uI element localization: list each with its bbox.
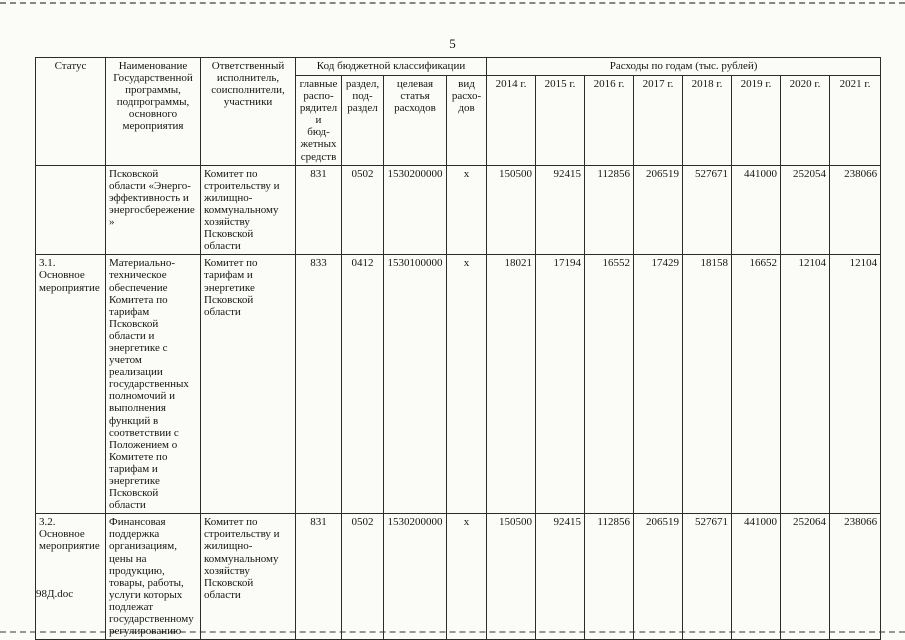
year-value-cell: 12104 <box>829 254 882 515</box>
section-cell: 0502 <box>341 164 384 256</box>
expense-type-cell: х <box>445 254 488 515</box>
status-cell: 3.2. Основное мероприятие <box>35 513 106 640</box>
year-value-cell: 150500 <box>486 164 537 256</box>
year-value-cell: 238066 <box>829 164 882 256</box>
year-value-cell: 92415 <box>535 513 586 640</box>
footer-filename: 98Д.doc <box>36 588 74 600</box>
status-cell: 3.1. Основное мероприятие <box>35 254 106 515</box>
header-expense-type: вид расхо- дов <box>445 75 488 166</box>
header-budget-code-group: Код бюджетной классификации <box>294 57 488 76</box>
year-value-cell: 252054 <box>780 164 831 256</box>
executor-cell: Комитет по строительству и жилищно-комму… <box>200 513 296 640</box>
header-section: раздел, под- раздел <box>341 75 384 166</box>
year-value-cell: 18158 <box>682 254 733 515</box>
year-value-cell: 150500 <box>486 513 537 640</box>
year-value-cell: 252064 <box>780 513 831 640</box>
header-year-2014: 2014 г. <box>486 75 537 166</box>
header-target-article: целевая статья расходов <box>383 75 447 166</box>
grbs-cell: 831 <box>295 164 342 256</box>
year-value-cell: 527671 <box>682 513 733 640</box>
grbs-cell: 831 <box>295 513 342 640</box>
year-value-cell: 16552 <box>584 254 635 515</box>
expense-type-cell: х <box>445 513 488 640</box>
header-year-2021: 2021 г. <box>829 75 882 166</box>
header-program-name: Наименование Государственной программы, … <box>105 57 201 166</box>
year-value-cell: 12104 <box>780 254 831 515</box>
section-cell: 0502 <box>341 513 384 640</box>
budget-table: Статус Наименование Государственной прог… <box>35 57 882 640</box>
header-expenses-group: Расходы по годам (тыс. рублей) <box>486 57 882 76</box>
program-name-cell: Материально-техническое обеспечение Коми… <box>105 254 201 515</box>
header-year-2017: 2017 г. <box>633 75 684 166</box>
page-number: 5 <box>449 36 456 51</box>
program-name-cell: Финансовая поддержка организациям, цены … <box>105 513 201 640</box>
table-row: 3.2. Основное мероприятие Финансовая под… <box>35 513 882 640</box>
year-value-cell: 17194 <box>535 254 586 515</box>
target-article-cell: 1530100000 <box>383 254 447 515</box>
year-value-cell: 112856 <box>584 164 635 256</box>
year-value-cell: 206519 <box>633 164 684 256</box>
year-value-cell: 441000 <box>731 513 782 640</box>
year-value-cell: 112856 <box>584 513 635 640</box>
header-row-2: главные распо- рядители бюд- жетных сред… <box>36 75 882 166</box>
target-article-cell: 1530200000 <box>383 164 447 256</box>
year-value-cell: 441000 <box>731 164 782 256</box>
section-cell: 0412 <box>341 254 384 515</box>
executor-cell: Комитет по тарифам и энергетике Псковско… <box>200 254 296 515</box>
table-row: 3.1. Основное мероприятие Материально-те… <box>35 254 882 515</box>
year-value-cell: 238066 <box>829 513 882 640</box>
expense-type-cell: х <box>445 164 488 256</box>
year-value-cell: 92415 <box>535 164 586 256</box>
grbs-cell: 833 <box>295 254 342 515</box>
header-year-2020: 2020 г. <box>780 75 831 166</box>
scan-artifact-top <box>0 2 905 4</box>
header-year-2015: 2015 г. <box>535 75 586 166</box>
header-status: Статус <box>35 57 106 166</box>
year-value-cell: 17429 <box>633 254 684 515</box>
header-year-2018: 2018 г. <box>682 75 733 166</box>
header-year-2019: 2019 г. <box>731 75 782 166</box>
year-value-cell: 18021 <box>486 254 537 515</box>
target-article-cell: 1530200000 <box>383 513 447 640</box>
year-value-cell: 206519 <box>633 513 684 640</box>
table-row: Псковской области «Энерго-эффективность … <box>35 164 882 256</box>
header-year-2016: 2016 г. <box>584 75 635 166</box>
year-value-cell: 16652 <box>731 254 782 515</box>
status-cell <box>35 164 106 256</box>
header-grbs: главные распо- рядители бюд- жетных сред… <box>295 75 342 166</box>
header-row-1: Статус Наименование Государственной прог… <box>35 57 882 166</box>
year-value-cell: 527671 <box>682 164 733 256</box>
executor-cell: Комитет по строительству и жилищно-комму… <box>200 164 296 256</box>
header-executor: Ответственный исполнитель, соисполнители… <box>200 57 296 166</box>
program-name-cell: Псковской области «Энерго-эффективность … <box>105 164 201 256</box>
